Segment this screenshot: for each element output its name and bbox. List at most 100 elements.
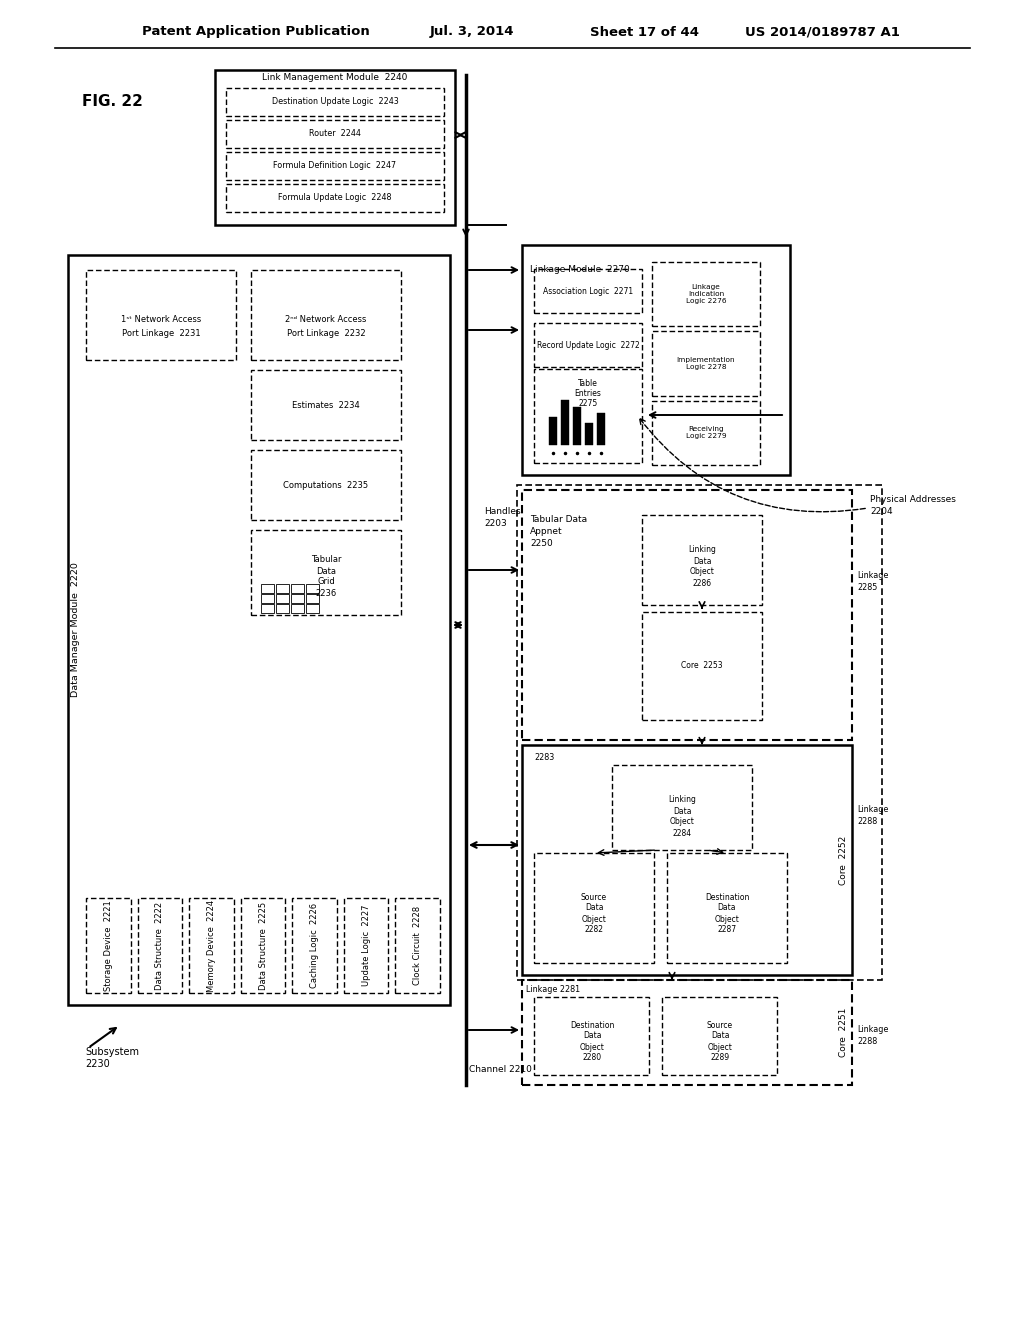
Text: Destination: Destination xyxy=(705,892,750,902)
Text: Storage Device  2221: Storage Device 2221 xyxy=(103,900,113,991)
Text: FIG. 22: FIG. 22 xyxy=(82,95,142,110)
Bar xyxy=(534,997,649,1074)
Text: 2289: 2289 xyxy=(711,1053,729,1063)
Text: Core  2251: Core 2251 xyxy=(840,1007,849,1057)
Bar xyxy=(291,605,304,612)
Text: Sheet 17 of 44: Sheet 17 of 44 xyxy=(590,25,699,38)
Text: Data: Data xyxy=(585,903,603,912)
Text: Data: Data xyxy=(711,1031,729,1040)
Bar xyxy=(251,531,401,615)
Bar xyxy=(549,417,557,445)
Text: Caching Logic  2226: Caching Logic 2226 xyxy=(310,903,319,989)
Text: Data: Data xyxy=(673,807,691,816)
Text: Object: Object xyxy=(582,915,606,924)
Text: Tabular Data: Tabular Data xyxy=(530,516,587,524)
Text: Patent Application Publication: Patent Application Publication xyxy=(142,25,370,38)
Text: Linkage: Linkage xyxy=(857,1026,889,1035)
Text: Linkage Module  2270: Linkage Module 2270 xyxy=(530,265,630,275)
Text: Formula Definition Logic  2247: Formula Definition Logic 2247 xyxy=(273,161,396,170)
Text: Computations  2235: Computations 2235 xyxy=(284,480,369,490)
Text: Linking: Linking xyxy=(668,796,696,804)
Bar xyxy=(612,766,752,850)
Text: 2286: 2286 xyxy=(692,578,712,587)
Text: Object: Object xyxy=(689,568,715,577)
Text: Estimates  2234: Estimates 2234 xyxy=(292,400,359,409)
Bar xyxy=(226,120,444,148)
Bar xyxy=(291,594,304,603)
Text: Implementation
Logic 2278: Implementation Logic 2278 xyxy=(677,356,735,370)
Text: Grid: Grid xyxy=(317,578,335,586)
Text: Destination Update Logic  2243: Destination Update Logic 2243 xyxy=(271,98,398,107)
Bar xyxy=(241,898,286,993)
Text: Handles: Handles xyxy=(484,507,520,516)
Text: Data Manager Module  2220: Data Manager Module 2220 xyxy=(72,562,81,697)
Bar xyxy=(226,88,444,116)
Bar xyxy=(534,853,654,964)
Text: 2ⁿᵈ Network Access: 2ⁿᵈ Network Access xyxy=(286,315,367,325)
Bar xyxy=(642,515,762,605)
Text: Data: Data xyxy=(718,903,736,912)
Bar xyxy=(642,612,762,719)
Bar xyxy=(86,898,131,993)
Bar xyxy=(68,255,450,1005)
Text: 2250: 2250 xyxy=(530,540,553,549)
Bar xyxy=(276,594,289,603)
Bar xyxy=(395,898,440,993)
Bar xyxy=(561,400,569,445)
Bar xyxy=(585,422,593,445)
Text: 2285: 2285 xyxy=(857,582,878,591)
Text: Data: Data xyxy=(316,566,336,576)
Text: 2230: 2230 xyxy=(85,1059,110,1069)
Text: US 2014/0189787 A1: US 2014/0189787 A1 xyxy=(745,25,900,38)
Bar xyxy=(522,490,852,741)
Bar xyxy=(251,450,401,520)
Bar xyxy=(306,594,319,603)
Text: Entries: Entries xyxy=(574,388,601,397)
Text: Linkage: Linkage xyxy=(857,805,889,814)
Text: Clock Circuit  2228: Clock Circuit 2228 xyxy=(414,906,422,985)
Bar xyxy=(226,183,444,213)
Text: 2280: 2280 xyxy=(583,1053,601,1063)
Text: Core  2252: Core 2252 xyxy=(840,836,849,884)
Bar xyxy=(534,370,642,463)
Bar xyxy=(251,370,401,440)
Text: Update Logic  2227: Update Logic 2227 xyxy=(361,904,371,986)
Text: 1ˢᵗ Network Access: 1ˢᵗ Network Access xyxy=(121,315,201,325)
Text: 2275: 2275 xyxy=(579,399,598,408)
Text: 2288: 2288 xyxy=(857,817,878,826)
Bar xyxy=(276,605,289,612)
Text: Data Structure  2222: Data Structure 2222 xyxy=(156,902,165,990)
Text: 2283: 2283 xyxy=(534,752,554,762)
Text: 2284: 2284 xyxy=(673,829,691,837)
Text: 2288: 2288 xyxy=(857,1038,878,1047)
Bar xyxy=(261,594,274,603)
Bar xyxy=(276,583,289,593)
Bar xyxy=(261,583,274,593)
Text: Association Logic  2271: Association Logic 2271 xyxy=(543,286,633,296)
Text: Source: Source xyxy=(707,1020,733,1030)
Text: 2282: 2282 xyxy=(585,925,603,935)
Text: Object: Object xyxy=(715,915,739,924)
Text: Record Update Logic  2272: Record Update Logic 2272 xyxy=(537,341,639,350)
Text: Appnet: Appnet xyxy=(530,528,562,536)
Bar xyxy=(261,605,274,612)
Text: Table: Table xyxy=(579,379,598,388)
Bar xyxy=(291,583,304,593)
Bar xyxy=(189,898,233,993)
Bar xyxy=(597,413,605,445)
Text: Destination: Destination xyxy=(569,1020,614,1030)
Bar xyxy=(667,853,787,964)
Text: Port Linkage  2232: Port Linkage 2232 xyxy=(287,329,366,338)
Text: Linkage
Indication
Logic 2276: Linkage Indication Logic 2276 xyxy=(686,284,726,304)
Bar xyxy=(652,331,760,396)
Text: Data: Data xyxy=(583,1031,601,1040)
Bar xyxy=(306,605,319,612)
Text: 2203: 2203 xyxy=(484,520,507,528)
Text: Receiving
Logic 2279: Receiving Logic 2279 xyxy=(686,426,726,440)
Text: 2287: 2287 xyxy=(718,925,736,935)
Bar xyxy=(251,271,401,360)
Bar xyxy=(534,269,642,313)
Bar xyxy=(522,744,852,975)
Bar xyxy=(86,271,236,360)
Text: Tabular: Tabular xyxy=(310,556,341,565)
